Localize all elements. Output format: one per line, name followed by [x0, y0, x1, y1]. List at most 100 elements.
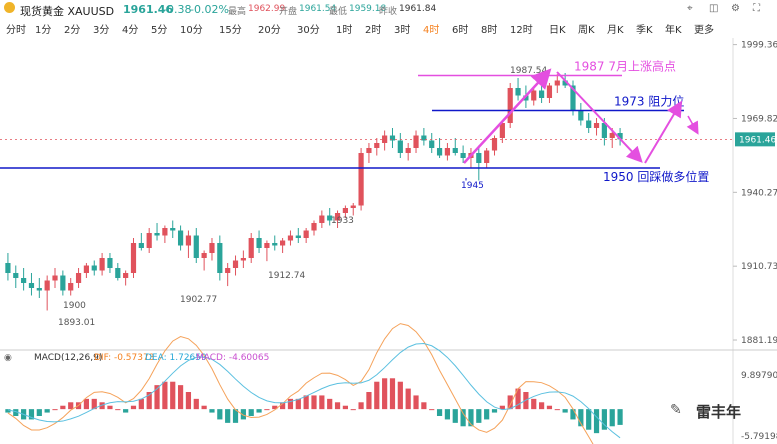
timeframe-tab[interactable]: 周K — [578, 25, 595, 36]
candle-body — [593, 123, 600, 128]
macd-bar — [225, 409, 231, 423]
timeframe-tab[interactable]: 分时 — [6, 25, 26, 36]
macd-bar — [366, 392, 372, 410]
macd-bar — [538, 402, 545, 410]
timeframe-tab[interactable]: 3分 — [93, 25, 110, 36]
candle-body — [5, 263, 11, 273]
candle-body — [193, 235, 199, 258]
macd-legend: ◉ MACD(12,26,9) DIF: -0.57373 DEA: 1.726… — [0, 352, 500, 366]
timeframe-tab[interactable]: 15分 — [219, 25, 242, 36]
candle-body — [217, 243, 223, 273]
macd-bar — [562, 409, 568, 413]
timeframe-tab[interactable]: 3时 — [394, 25, 411, 36]
fullscreen-icon[interactable]: ⛶ — [753, 3, 760, 14]
candle-body — [272, 243, 278, 246]
timeframe-tab[interactable]: 4分 — [122, 25, 139, 36]
macd-bar — [146, 392, 152, 410]
wechat-icon: ✎ — [670, 402, 682, 418]
macd-bar — [280, 402, 286, 410]
crosshair-icon[interactable]: ⌖ — [687, 3, 693, 14]
macd-bar — [342, 405, 348, 410]
candle-body — [75, 273, 82, 283]
candle-body — [295, 235, 301, 238]
macd-bar — [68, 402, 74, 410]
candle-body — [491, 138, 498, 151]
macd-bar — [319, 395, 325, 410]
macd-toggle-icon[interactable]: ◉ — [4, 353, 12, 363]
macd-bar — [601, 409, 607, 430]
macd-bar — [115, 409, 121, 411]
price-tick-label: 1910.73 — [741, 262, 777, 272]
candle-body — [60, 275, 66, 291]
high-label: 最高 — [228, 7, 247, 17]
candle-body — [170, 228, 176, 231]
macd-bar — [499, 405, 505, 410]
macd-bar — [264, 409, 270, 411]
macd-bar — [609, 409, 615, 427]
timeframe-tab[interactable]: 12时 — [510, 25, 533, 36]
macd-bar — [586, 409, 592, 430]
macd-bar — [28, 409, 35, 420]
macd-dif-line — [7, 323, 594, 444]
macd-bar — [617, 409, 623, 425]
candle-body — [413, 135, 419, 148]
macd-bar — [99, 402, 105, 410]
timeframe-tab[interactable]: 1分 — [35, 25, 52, 36]
timeframe-tab[interactable]: 20分 — [258, 25, 281, 36]
price-tick-label: 1881.19 — [741, 336, 777, 346]
macd-bar — [382, 378, 388, 410]
timeframe-tab[interactable]: 10分 — [180, 25, 203, 36]
watermark-text: 雷丰年 — [696, 403, 742, 421]
candle-body — [83, 265, 90, 273]
timeframe-tab[interactable]: 季K — [636, 25, 653, 36]
timeframe-tab[interactable]: 30分 — [297, 25, 320, 36]
high-value: 1962.99 — [248, 4, 286, 14]
candle-body — [232, 260, 239, 268]
macd-bar — [350, 409, 356, 411]
candle-body — [280, 240, 286, 246]
timeframe-tab[interactable]: 4时 — [423, 25, 440, 36]
macd-bar — [287, 398, 294, 410]
timeframe-tab[interactable]: 年K — [665, 25, 682, 36]
timeframe-tab[interactable]: 5分 — [151, 25, 168, 36]
macd-bar — [170, 381, 176, 410]
indicator-icon[interactable]: ◫ — [709, 3, 719, 14]
timeframe-tab[interactable]: 月K — [607, 25, 624, 36]
macd-dea: DEA: 1.72659 — [145, 353, 207, 363]
candle-body — [570, 85, 576, 111]
macd-bar — [162, 381, 168, 410]
candle-body — [21, 278, 27, 283]
timeframe-tab[interactable]: 日K — [549, 25, 566, 36]
macd-bar — [374, 381, 380, 410]
candle-body — [240, 258, 246, 261]
candle-body — [91, 265, 97, 271]
timeframe-tab[interactable]: 更多 — [694, 25, 714, 36]
candle-body — [366, 148, 372, 153]
candle-body — [578, 110, 584, 121]
candle-body — [256, 238, 262, 248]
macd-dea-line — [7, 343, 621, 439]
macd-bar — [52, 409, 58, 411]
macd-bar — [209, 409, 215, 413]
macd-bar — [303, 395, 309, 410]
timeframe-tab[interactable]: 1时 — [336, 25, 353, 36]
macd-bar — [201, 405, 207, 410]
timeframe-tab[interactable]: 2时 — [365, 25, 382, 36]
macd-bar — [570, 409, 576, 420]
macd-bar — [468, 409, 474, 427]
macd-bar — [248, 409, 254, 416]
macd-title: MACD(12,26,9) — [34, 353, 103, 363]
settings-icon[interactable]: ⚙ — [731, 3, 740, 14]
timeframe-tab[interactable]: 6时 — [452, 25, 469, 36]
macd-bar — [397, 381, 403, 410]
macd-bar — [578, 409, 584, 427]
timeframe-tab[interactable]: 2分 — [64, 25, 81, 36]
peak-label: 1987.54 — [510, 66, 547, 76]
watermark: ✎ 雷丰年 — [668, 400, 768, 424]
macd-bar — [232, 409, 239, 423]
macd-bar — [421, 402, 427, 410]
timeframe-tab[interactable]: 8时 — [481, 25, 498, 36]
candle-body — [436, 148, 443, 156]
macd-bar — [546, 405, 553, 410]
timeframe-bar: 分时 1分 2分 3分 4分 5分 10分 15分 20分 30分 1时 2时 3时 4时 6时 8时 12时 日… — [0, 18, 777, 36]
